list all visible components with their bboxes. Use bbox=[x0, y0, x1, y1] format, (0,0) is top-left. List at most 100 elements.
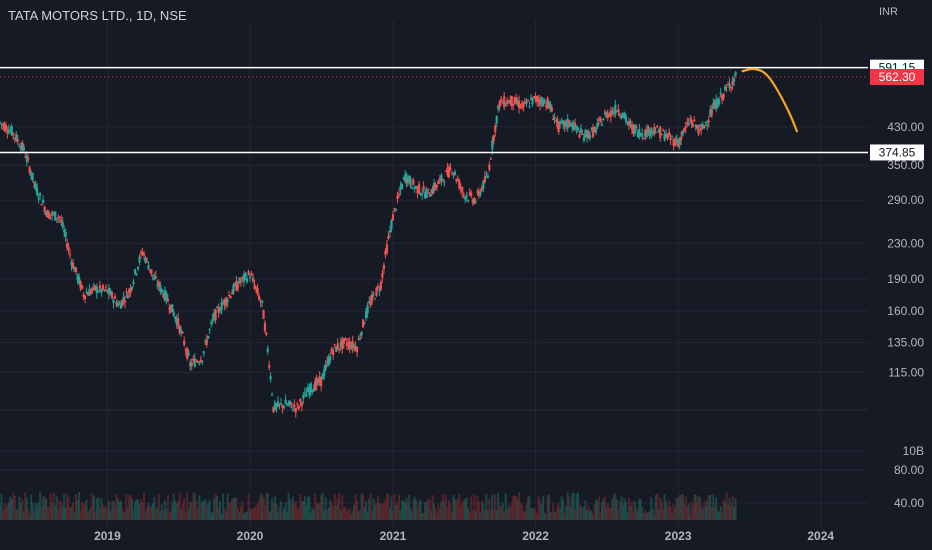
volume-bar bbox=[368, 499, 371, 520]
volume-bar bbox=[388, 507, 391, 520]
volume-bar bbox=[31, 503, 34, 520]
candle-body bbox=[379, 282, 382, 290]
volume-bar bbox=[498, 505, 501, 520]
candle-body bbox=[503, 96, 506, 108]
volume-bar bbox=[213, 498, 216, 520]
candle-body bbox=[532, 96, 536, 98]
candle-body bbox=[132, 281, 135, 284]
candle-body bbox=[462, 194, 465, 196]
volume-bar bbox=[265, 492, 268, 520]
volume-bar bbox=[85, 499, 88, 520]
volume-bar bbox=[320, 495, 323, 520]
candle-body bbox=[128, 289, 131, 293]
volume-bar bbox=[327, 507, 330, 520]
candle-body bbox=[557, 122, 560, 133]
volume-bar bbox=[689, 513, 692, 520]
volume-bar bbox=[523, 512, 526, 520]
volume-bar bbox=[518, 492, 521, 520]
candle-body bbox=[498, 101, 501, 108]
candle-body bbox=[202, 351, 205, 354]
candle-body bbox=[215, 307, 219, 309]
candle-body bbox=[166, 299, 169, 302]
candle-body bbox=[594, 127, 598, 133]
volume-bar bbox=[599, 512, 602, 520]
volume-bar bbox=[379, 502, 382, 520]
candle-body bbox=[396, 195, 399, 199]
volume-bar bbox=[280, 501, 283, 520]
candle-body bbox=[552, 118, 555, 120]
volume-bar bbox=[288, 499, 291, 520]
candle-body bbox=[238, 278, 241, 284]
volume-bar bbox=[639, 499, 642, 520]
volume-bar bbox=[317, 504, 320, 520]
candle-body bbox=[560, 121, 563, 123]
volume-bar bbox=[204, 498, 207, 520]
volume-bar bbox=[585, 510, 588, 520]
candle-body bbox=[614, 104, 617, 115]
candle-body bbox=[562, 120, 565, 125]
candle-body bbox=[139, 251, 143, 255]
volume-bar bbox=[710, 507, 713, 520]
candle-body bbox=[261, 300, 264, 303]
candle-body bbox=[550, 107, 553, 112]
volume-bar bbox=[653, 513, 656, 520]
candle-body bbox=[178, 325, 181, 334]
projection-curve-path[interactable] bbox=[741, 67, 799, 133]
candle-body bbox=[42, 199, 45, 204]
candle-body bbox=[467, 200, 470, 202]
candle-body bbox=[556, 118, 559, 127]
volume-bar bbox=[542, 495, 545, 520]
candle-body bbox=[135, 273, 138, 275]
currency-label: INR bbox=[879, 6, 898, 18]
y-tick-label: 430.00 bbox=[887, 120, 924, 134]
candle-body bbox=[339, 341, 342, 348]
volume-bar bbox=[686, 505, 689, 520]
volume-bar bbox=[58, 500, 61, 520]
volume-bar bbox=[522, 510, 525, 520]
volume-bar bbox=[574, 508, 577, 520]
candle-body bbox=[506, 99, 509, 104]
x-tick-label: 2022 bbox=[522, 529, 549, 543]
volume-bar bbox=[354, 494, 357, 520]
candle-body bbox=[449, 167, 452, 170]
candle-body bbox=[709, 109, 712, 117]
y-tick-label: 135.00 bbox=[887, 336, 924, 350]
volume-bar bbox=[284, 502, 287, 520]
volume-bar bbox=[117, 498, 120, 520]
candle-body bbox=[476, 191, 479, 193]
volume-bar bbox=[441, 494, 444, 520]
candle-body bbox=[358, 338, 362, 340]
candle-body bbox=[153, 276, 156, 280]
candle-body bbox=[217, 307, 220, 313]
projection-curve[interactable] bbox=[741, 67, 799, 133]
volume-bar bbox=[376, 496, 379, 520]
candle-body bbox=[429, 193, 433, 197]
candle-body bbox=[725, 86, 728, 88]
candle-body bbox=[251, 277, 255, 282]
volume-bar bbox=[449, 503, 452, 520]
volume-bar bbox=[7, 502, 10, 520]
volume-bar bbox=[57, 509, 60, 520]
candle-body bbox=[609, 110, 612, 117]
volume-bar bbox=[239, 505, 242, 520]
volume-bar bbox=[659, 497, 662, 520]
candle-body bbox=[393, 208, 396, 210]
candle-body bbox=[254, 286, 258, 289]
volume-bar bbox=[553, 511, 556, 520]
candle-body bbox=[473, 198, 476, 204]
volume-bar bbox=[515, 496, 518, 520]
volume-bar bbox=[201, 500, 204, 520]
candle-body bbox=[229, 295, 232, 298]
candle-body bbox=[157, 281, 160, 287]
candle-body bbox=[37, 197, 40, 200]
candle-body bbox=[270, 394, 274, 396]
volume-bar bbox=[363, 507, 366, 520]
volume-bar bbox=[196, 508, 199, 520]
candle-body bbox=[399, 185, 402, 190]
volume-bar bbox=[258, 499, 261, 520]
volume-bar bbox=[78, 492, 81, 520]
volume-bar bbox=[323, 510, 326, 520]
volume-bar bbox=[312, 509, 315, 520]
